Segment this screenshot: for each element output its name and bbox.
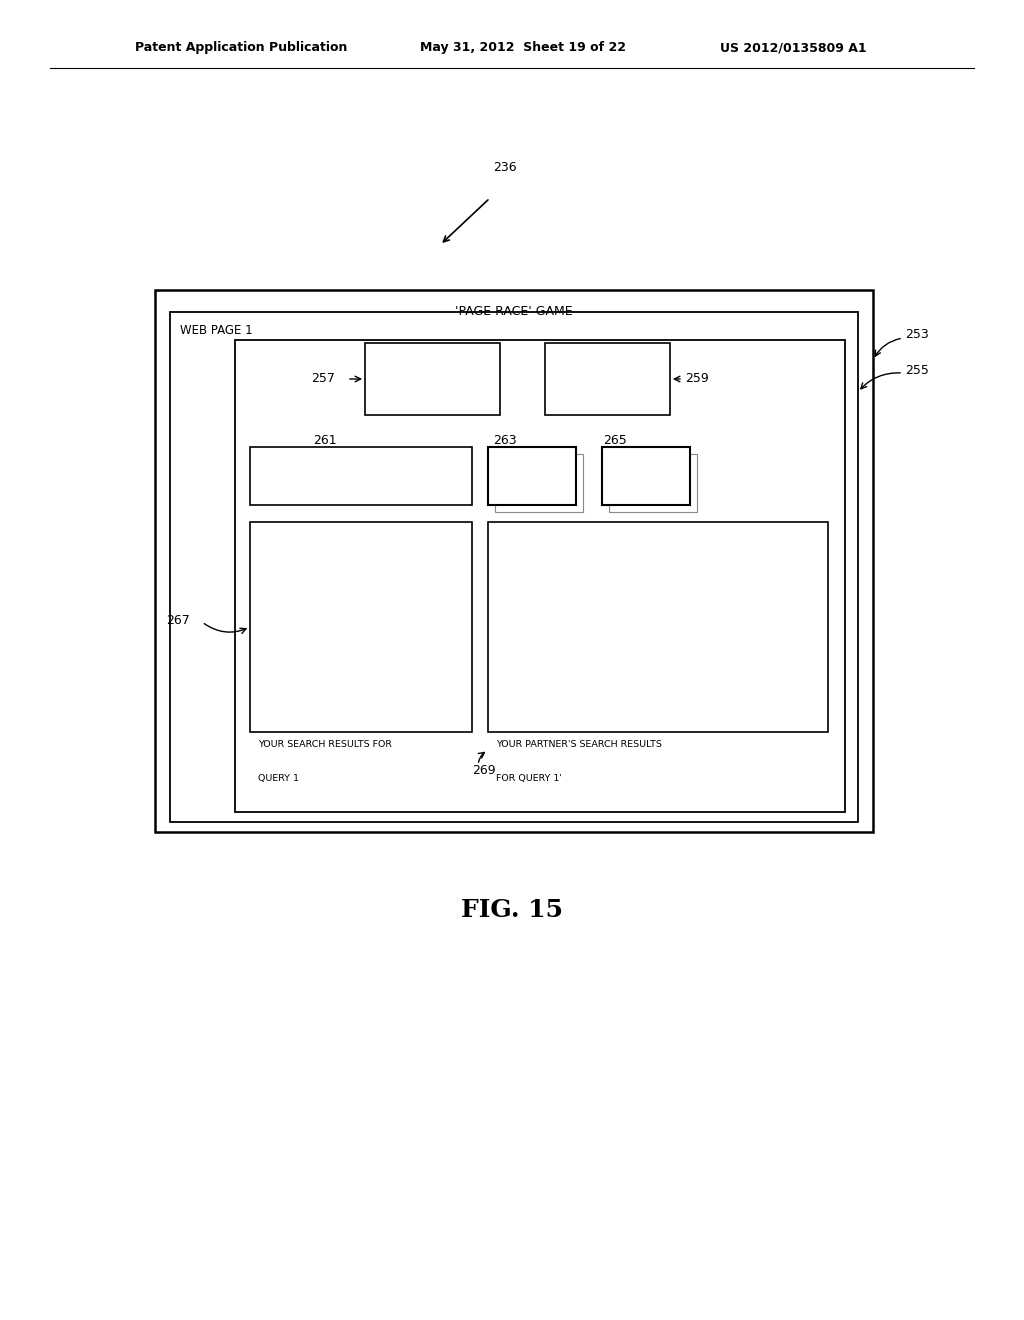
Text: 255: 255: [905, 363, 929, 376]
Text: SEARCH: SEARCH: [509, 471, 555, 480]
Text: 261: 261: [313, 434, 337, 447]
Bar: [545, 343, 670, 414]
Text: FIG. 15: FIG. 15: [461, 898, 563, 921]
Bar: [365, 343, 500, 414]
Text: 269: 269: [472, 763, 496, 776]
Text: SCORE: SCORE: [590, 362, 626, 372]
Text: 100: 100: [598, 385, 617, 396]
Text: RESULT 1: RESULT 1: [264, 540, 315, 550]
Text: YOUR PARTNER'S SEARCH RESULTS: YOUR PARTNER'S SEARCH RESULTS: [496, 741, 662, 748]
Text: 00:01:30: 00:01:30: [410, 385, 456, 396]
Text: RESULT 2': RESULT 2': [502, 595, 556, 605]
Text: RESULT 2: RESULT 2: [264, 595, 315, 605]
Bar: [250, 447, 472, 506]
Text: 257: 257: [311, 371, 335, 384]
Text: 263: 263: [494, 434, 517, 447]
Text: YOUR SEARCH RESULTS FOR: YOUR SEARCH RESULTS FOR: [258, 741, 392, 748]
Text: WEB PAGE 1: WEB PAGE 1: [180, 323, 253, 337]
Text: 253: 253: [905, 329, 929, 342]
Bar: [234, 341, 845, 812]
Text: PASS: PASS: [632, 471, 660, 480]
Text: RESULT 3': RESULT 3': [502, 649, 556, 660]
Text: RESULT 1': RESULT 1': [502, 540, 556, 550]
Text: Patent Application Publication: Patent Application Publication: [135, 41, 347, 54]
Text: 267: 267: [166, 614, 190, 627]
Text: TIMER: TIMER: [417, 362, 449, 372]
Bar: [488, 447, 575, 506]
Bar: [250, 521, 472, 733]
Text: US 2012/0135809 A1: US 2012/0135809 A1: [720, 41, 866, 54]
Text: RESULT 3: RESULT 3: [264, 649, 315, 660]
Bar: [602, 447, 690, 506]
Bar: [609, 454, 697, 512]
Text: FOR QUERY 1': FOR QUERY 1': [496, 774, 562, 783]
Text: 259: 259: [685, 371, 709, 384]
Text: May 31, 2012  Sheet 19 of 22: May 31, 2012 Sheet 19 of 22: [420, 41, 626, 54]
Text: 265: 265: [603, 434, 627, 447]
Bar: [155, 290, 873, 832]
Bar: [488, 521, 828, 733]
Text: 236: 236: [494, 161, 517, 174]
Bar: [170, 312, 858, 822]
Text: QUERY 1: QUERY 1: [258, 774, 299, 783]
Bar: [495, 454, 583, 512]
Text: 'PAGE RACE' GAME: 'PAGE RACE' GAME: [456, 305, 572, 318]
Text: YOUR GUESS: YOUR GUESS: [325, 471, 397, 480]
